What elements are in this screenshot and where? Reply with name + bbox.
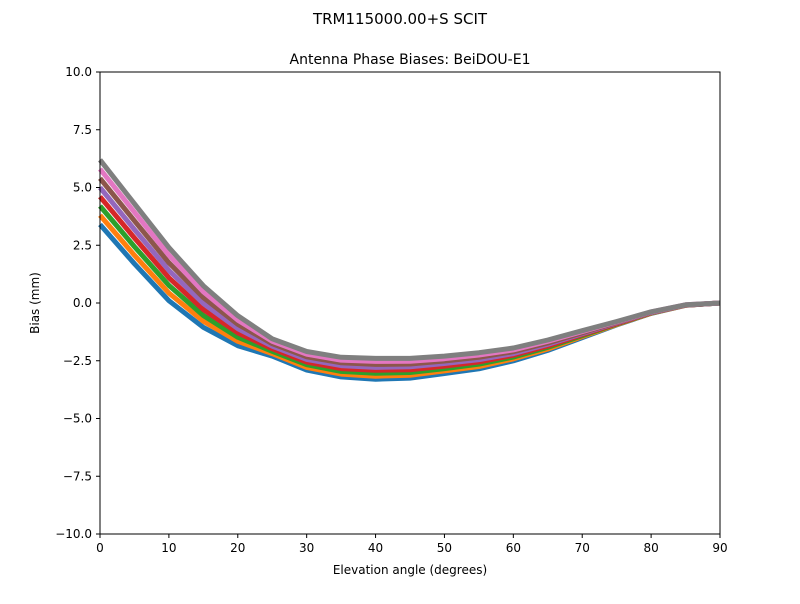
y-tick-label: 5.0 [73, 181, 92, 195]
x-tick-label: 60 [506, 541, 521, 555]
x-tick-label: 90 [712, 541, 727, 555]
y-tick-label: 10.0 [65, 65, 92, 79]
x-tick-label: 10 [161, 541, 176, 555]
x-tick-label: 30 [299, 541, 314, 555]
y-axis-label: Bias (mm) [28, 272, 42, 334]
y-axis-ticks: −10.0 −7.5 −5.0 −2.5 0.0 2.5 5.0 7.5 10.0 [55, 65, 100, 541]
y-tick-label: −2.5 [63, 354, 92, 368]
x-axis-label: Elevation angle (degrees) [333, 563, 487, 577]
series-line-7 [98, 158, 721, 361]
x-axis-ticks: 0 10 20 30 40 50 60 70 80 90 [96, 534, 728, 555]
series-line-6 [98, 167, 721, 364]
x-tick-label: 80 [643, 541, 658, 555]
chart-title: Antenna Phase Biases: BeiDOU-E1 [290, 52, 531, 68]
y-tick-label: −10.0 [55, 527, 92, 541]
y-tick-label: −5.0 [63, 412, 92, 426]
x-tick-label: 50 [437, 541, 452, 555]
series-lines [98, 158, 721, 382]
y-tick-label: 7.5 [73, 123, 92, 137]
x-tick-label: 70 [575, 541, 590, 555]
y-tick-label: 2.5 [73, 238, 92, 252]
x-tick-label: 0 [96, 541, 104, 555]
figure-suptitle: TRM115000.00+S SCIT [312, 10, 488, 28]
x-tick-label: 20 [230, 541, 245, 555]
y-tick-label: −7.5 [63, 469, 92, 483]
y-tick-label: 0.0 [73, 296, 92, 310]
x-tick-label: 40 [368, 541, 383, 555]
